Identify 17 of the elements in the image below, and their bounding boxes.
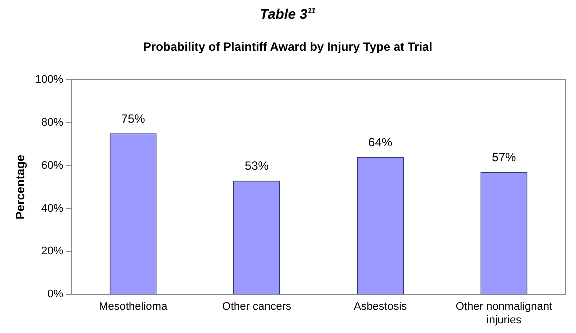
y-tick-label: 20%: [42, 246, 64, 258]
data-label: 64%: [368, 136, 393, 150]
y-axis-title: Percentage: [14, 154, 28, 220]
chart-subtitle: Probability of Plaintiff Award by Injury Type at Trial: [142, 40, 434, 54]
x-tick-label: Asbestosis: [354, 301, 408, 314]
chart-title: Table 3$^{11}$: [258, 6, 318, 22]
y-tick-label: 60%: [42, 160, 64, 172]
y-tick-label: 0%: [48, 288, 64, 301]
y-tick-label: 80%: [42, 116, 64, 129]
data-label: 53%: [244, 159, 270, 174]
data-label: 57%: [492, 150, 517, 165]
y-tick-label: 100%: [35, 74, 64, 86]
data-label: 75%: [121, 112, 146, 126]
x-tick-label: Mesothelioma: [99, 301, 168, 314]
y-tick-label: 40%: [42, 202, 64, 215]
x-tick-label: Other nonmalignant injuries: [456, 301, 553, 326]
x-tick-label: Other cancers: [222, 301, 292, 314]
